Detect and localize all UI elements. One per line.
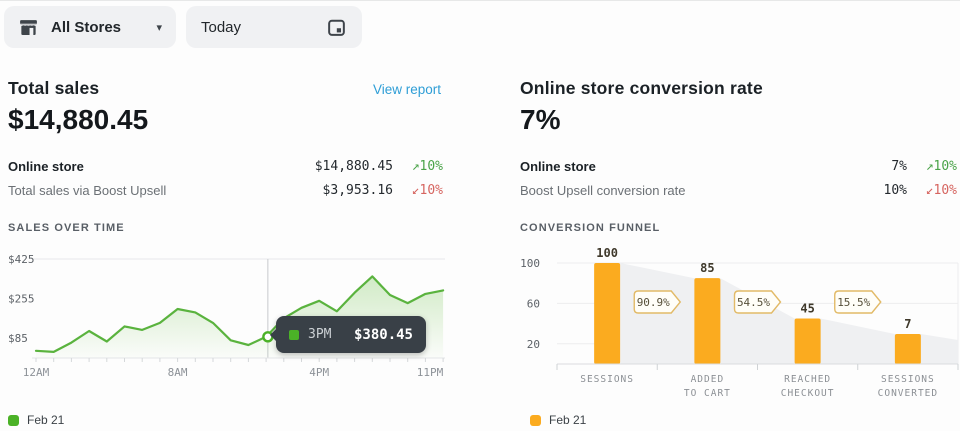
legend-swatch: [530, 414, 541, 426]
svg-text:15.5%: 15.5%: [837, 296, 870, 309]
total-sales-panel: Total sales View report $14,880.45 Onlin…: [8, 1, 445, 431]
delta-value: 10%: [933, 158, 957, 174]
delta-value: 10%: [419, 182, 443, 198]
svg-text:TO CART: TO CART: [684, 388, 731, 399]
metric-row-boost-upsell: Boost Upsell conversion rate 10% ↙10%: [520, 178, 957, 202]
svg-text:100: 100: [596, 246, 618, 260]
delta-value: 10%: [933, 182, 957, 198]
svg-text:ADDED: ADDED: [691, 374, 725, 385]
sales-legend: Feb 21: [8, 413, 64, 427]
svg-text:85: 85: [700, 261, 714, 275]
svg-text:11PM: 11PM: [417, 366, 444, 379]
delta-badge: ↗10%: [907, 159, 957, 174]
svg-text:8AM: 8AM: [168, 366, 188, 379]
series-swatch: [289, 329, 299, 340]
conversion-funnel-chart[interactable]: 100 60 20 100 85 45 7 90.9% 54.5% 15.5% SESSIONS AD…: [520, 239, 960, 403]
metric-value: 7%: [891, 158, 907, 174]
svg-text:54.5%: 54.5%: [737, 296, 770, 309]
delta-badge: ↗10%: [393, 159, 443, 174]
svg-text:SESSIONS: SESSIONS: [881, 374, 935, 385]
metric-label: Total sales via Boost Upsell: [8, 182, 167, 198]
calendar-icon: [326, 17, 347, 38]
delta-badge: ↙10%: [907, 183, 957, 198]
svg-text:$425: $425: [8, 253, 35, 266]
chevron-down-icon: ▾: [156, 21, 162, 34]
storefront-icon: [18, 17, 39, 38]
svg-text:REACHED: REACHED: [784, 374, 831, 385]
svg-text:$85: $85: [8, 332, 28, 345]
metric-row-online-store: Online store 7% ↗10%: [520, 154, 957, 178]
date-range-button[interactable]: Today: [186, 6, 362, 48]
svg-text:CONVERTED: CONVERTED: [878, 388, 938, 399]
chart-tooltip: 3PM $380.45: [270, 316, 426, 353]
trend-up-icon: ↗: [411, 158, 420, 174]
legend-label: Feb 21: [549, 413, 587, 427]
svg-text:7: 7: [904, 317, 911, 331]
svg-text:12AM: 12AM: [23, 366, 50, 379]
tooltip-time: 3PM: [308, 327, 332, 342]
metric-value: 10%: [883, 182, 907, 198]
metric-row-online-store: Online store $14,880.45 ↗10%: [8, 154, 443, 178]
tooltip-value: $380.45: [353, 326, 413, 343]
conversion-rate-title: Online store conversion rate: [520, 78, 763, 98]
conversion-rate-panel: Online store conversion rate 7% Online s…: [520, 1, 960, 431]
legend-label: Feb 21: [27, 413, 65, 427]
svg-text:CHECKOUT: CHECKOUT: [781, 388, 835, 399]
metric-row-boost-upsell: Total sales via Boost Upsell $3,953.16 ↙…: [8, 178, 443, 202]
metric-label: Online store: [8, 158, 84, 174]
store-selector-button[interactable]: All Stores ▾: [4, 6, 176, 48]
delta-badge: ↙10%: [393, 183, 443, 198]
funnel-legend: Feb 21: [530, 413, 586, 427]
total-sales-value: $14,880.45: [8, 104, 149, 135]
svg-text:4PM: 4PM: [309, 366, 329, 379]
svg-text:100: 100: [520, 257, 540, 270]
metric-value: $3,953.16: [322, 182, 393, 198]
svg-text:SESSIONS: SESSIONS: [580, 374, 634, 385]
svg-text:$255: $255: [8, 293, 35, 306]
metric-label: Boost Upsell conversion rate: [520, 182, 686, 198]
svg-text:20: 20: [527, 338, 540, 351]
trend-up-icon: ↗: [925, 158, 934, 174]
conversion-rate-value: 7%: [520, 104, 561, 135]
store-selector-label: All Stores: [51, 18, 122, 36]
svg-text:60: 60: [527, 297, 540, 310]
metric-label: Online store: [520, 158, 596, 174]
metric-value: $14,880.45: [314, 158, 393, 174]
total-sales-title: Total sales: [8, 78, 100, 98]
conversion-funnel-heading: CONVERSION FUNNEL: [520, 222, 661, 234]
svg-text:45: 45: [800, 302, 814, 316]
delta-value: 10%: [419, 158, 443, 174]
legend-swatch: [8, 414, 19, 426]
date-range-label: Today: [201, 18, 242, 36]
trend-down-icon: ↙: [411, 182, 420, 198]
view-report-link[interactable]: View report: [372, 82, 441, 97]
svg-text:90.9%: 90.9%: [637, 296, 670, 309]
sales-over-time-heading: SALES OVER TIME: [8, 222, 125, 234]
trend-down-icon: ↙: [925, 182, 934, 198]
